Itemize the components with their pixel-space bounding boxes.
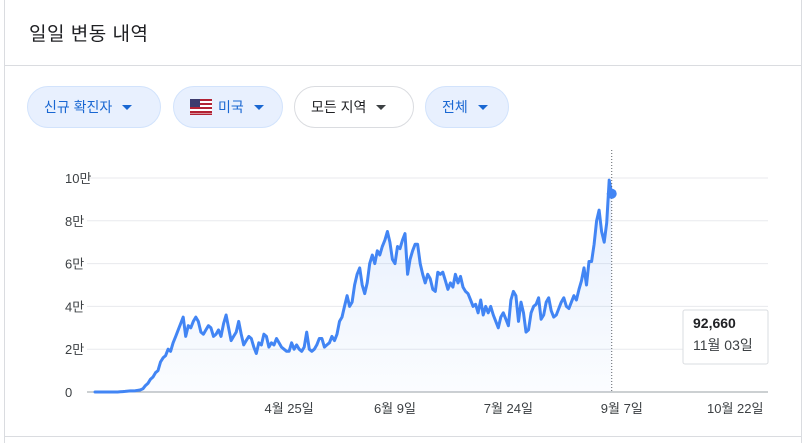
range-dropdown-label: 전체 bbox=[442, 99, 468, 115]
y-tick-label: 4만 bbox=[65, 299, 84, 314]
card-header: 일일 변동 내역 bbox=[5, 0, 801, 66]
card-title: 일일 변동 내역 bbox=[29, 24, 149, 45]
range-dropdown[interactable]: 전체 bbox=[425, 86, 509, 128]
region-dropdown[interactable]: 모든 지역 bbox=[294, 86, 414, 128]
y-tick-label: 10만 bbox=[65, 171, 91, 186]
x-tick-label: 9월 7일 bbox=[601, 401, 643, 416]
daily-changes-card: 일일 변동 내역 신규 확진자 미국 모든 지역 전체 bbox=[4, 0, 802, 443]
caret-down-icon bbox=[253, 104, 264, 110]
caret-down-icon bbox=[477, 104, 488, 110]
tooltip-date: 11월 03일 bbox=[693, 337, 753, 353]
daily-cases-chart[interactable]: 0 2만 4만 6만 8만 10만 4월 25일 6월 9일 7월 24일 9월 7일 10월 2… bbox=[5, 140, 802, 440]
tooltip-value: 92,660 bbox=[693, 315, 736, 331]
y-tick-label: 0 bbox=[65, 385, 72, 400]
us-flag-icon bbox=[190, 99, 212, 115]
country-dropdown[interactable]: 미국 bbox=[173, 86, 283, 128]
tooltip: 92,660 11월 03일 bbox=[682, 309, 769, 365]
y-tick-label: 6만 bbox=[65, 257, 84, 272]
series-line bbox=[93, 178, 614, 394]
series-area bbox=[95, 180, 612, 392]
x-tick-label: 4월 25일 bbox=[264, 401, 313, 416]
x-tick-label: 6월 9일 bbox=[374, 401, 416, 416]
y-tick-label: 8만 bbox=[65, 214, 84, 229]
metric-dropdown[interactable]: 신규 확진자 bbox=[27, 86, 161, 128]
metric-dropdown-label: 신규 확진자 bbox=[44, 99, 113, 115]
x-tick-label: 10월 22일 bbox=[707, 401, 763, 416]
country-dropdown-label: 미국 bbox=[218, 99, 244, 115]
tooltip-box bbox=[682, 309, 769, 365]
card-bottom-divider bbox=[5, 436, 801, 437]
caret-down-icon bbox=[376, 104, 387, 110]
chart-area[interactable]: 0 2만 4만 6만 8만 10만 4월 25일 6월 9일 7월 24일 9월 7일 10월 2… bbox=[5, 140, 802, 440]
region-dropdown-label: 모든 지역 bbox=[311, 99, 367, 115]
y-tick-label: 2만 bbox=[65, 342, 84, 357]
caret-down-icon bbox=[122, 104, 133, 110]
x-tick-label: 7월 24일 bbox=[484, 401, 533, 416]
hover-point bbox=[606, 188, 617, 199]
